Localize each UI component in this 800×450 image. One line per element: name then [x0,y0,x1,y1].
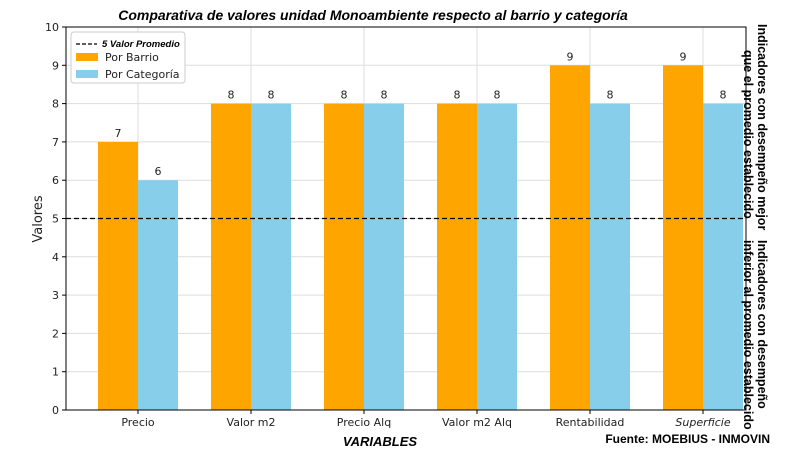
legend-reference-label: 5 Valor Promedio [102,39,180,50]
y-tick-label: 3 [52,289,59,302]
data-label: 9 [567,50,574,63]
x-axis-label: VARIABLES [343,434,417,449]
chart-title: Comparativa de valores unidad Monoambien… [118,7,628,23]
upper-annotation-line-1: Indicadores con desempeño mejor [755,24,769,230]
data-label: 8 [341,89,348,102]
bar-series-2 [703,103,743,410]
legend-box [70,31,186,84]
data-label: 9 [680,50,687,63]
data-label: 8 [454,89,461,102]
bar-series-1 [550,65,590,411]
y-tick-label: 2 [52,327,59,340]
side-annotation-upper: Indicadores con desempeño mejor que el p… [741,24,769,230]
bar-series-1 [324,103,364,410]
bar-series-1 [98,141,138,410]
legend-series-2-swatch [76,70,98,78]
data-label: 8 [228,89,235,102]
data-label: 8 [381,89,388,102]
x-tick-label: Superficie [675,416,730,429]
lower-annotation-line-2: inferior al promedio establecido [741,240,755,430]
data-label: 7 [115,127,122,140]
bar-series-2 [364,103,404,410]
x-tick-label: Rentabilidad [556,416,625,429]
bar-series-2 [138,180,178,410]
bar-series-1 [437,103,477,410]
x-tick-label: Precio [121,416,155,429]
source-note: Fuente: MOEBIUS - INMOVIN [605,432,770,446]
y-tick-label: 1 [52,366,59,379]
y-axis-ticks: 0 1 2 3 4 5 6 7 8 9 10 [45,21,66,417]
x-tick-label: Valor m2 Alq [442,416,512,429]
plot-frame [65,26,747,411]
x-tick-label: Valor m2 [227,416,276,429]
data-labels: 7 8 8 8 9 9 6 8 8 8 8 8 [115,50,727,178]
data-label: 6 [155,165,162,178]
bar-series-1 [663,65,703,411]
bars [98,65,743,411]
y-axis-label: Valores [31,195,46,242]
data-label: 8 [268,89,275,102]
y-tick-label: 5 [52,213,59,226]
data-label: 8 [494,89,501,102]
bar-series-2 [477,103,517,410]
lower-annotation-line-1: Indicadores con desempeño [755,240,769,409]
bar-series-2 [251,103,291,410]
bar-series-1 [211,103,251,410]
data-label: 8 [607,89,614,102]
y-tick-label: 6 [52,174,59,187]
y-tick-label: 8 [52,98,59,111]
upper-annotation-line-2: que el promedio establecido [741,50,755,219]
legend-series-1-swatch [76,53,98,61]
bar-series-2 [590,103,630,410]
legend: 5 Valor Promedio Por Barrio Por Categorí… [70,31,186,84]
data-label: 8 [720,89,727,102]
y-tick-label: 4 [52,251,59,264]
y-tick-label: 0 [52,404,59,417]
y-tick-label: 9 [52,59,59,72]
side-annotation-lower: Indicadores con desempeño inferior al pr… [741,240,769,430]
x-axis-categories: Precio Valor m2 Precio Alq Valor m2 Alq Rent… [121,410,731,429]
legend-series-2-label: Por Categoría [105,68,180,81]
x-tick-label: Precio Alq [337,416,391,429]
y-tick-label: 7 [52,136,59,149]
legend-series-1-label: Por Barrio [105,51,159,64]
y-tick-label: 10 [45,21,59,34]
